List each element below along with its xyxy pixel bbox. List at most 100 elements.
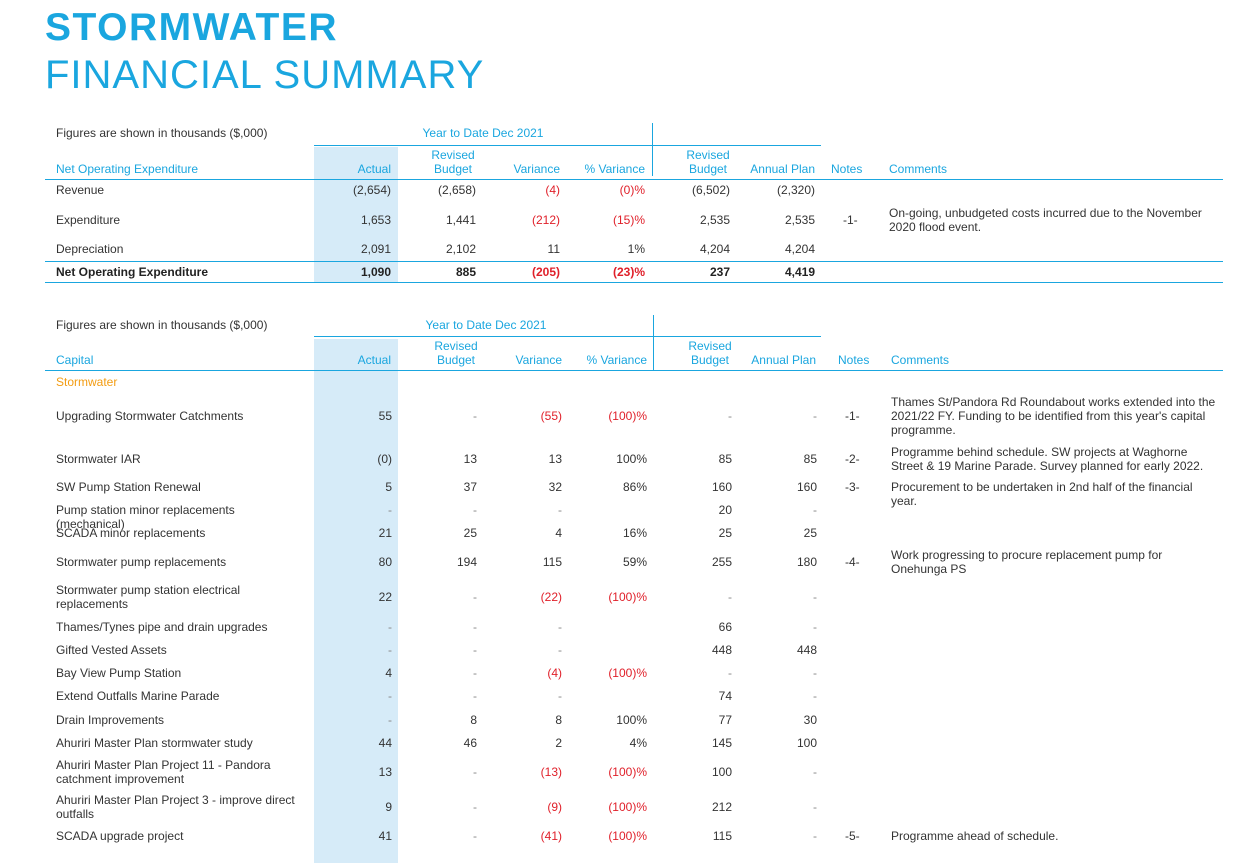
opex-total-variance: (205) <box>531 265 560 279</box>
capital-cell-fy_revised: - <box>728 590 732 604</box>
capital-cell-actual: 55 <box>378 409 392 423</box>
opex-header-pct: % Variance <box>584 162 645 176</box>
capital-cell-rev_budget: - <box>473 829 477 843</box>
capital-cell-variance: (9) <box>547 800 562 814</box>
capital-header-fy-revised-1: Revised <box>688 339 732 353</box>
capital-cell-rev_budget: - <box>473 620 477 634</box>
capital-cell-fy_revised: 160 <box>711 480 732 494</box>
capital-figures-note: Figures are shown in thousands ($,000) <box>56 318 268 332</box>
opex-cell-variance: 11 <box>547 242 560 256</box>
opex-cell-variance: (212) <box>531 213 560 227</box>
capital-header-comments: Comments <box>891 353 950 367</box>
opex-cell-comment: On-going, unbudgeted costs incurred due … <box>889 206 1202 234</box>
capital-cell-annual_plan: - <box>813 409 817 423</box>
capital-divider <box>653 315 654 371</box>
opex-cell-name: Revenue <box>56 183 105 197</box>
capital-cell-annual_plan: 30 <box>803 713 817 727</box>
opex-ytd-rule <box>314 145 821 146</box>
capital-cell-name: SCADA upgrade project <box>56 829 184 843</box>
capital-cell-pct: (100)% <box>608 666 647 680</box>
opex-cell-pct: (15)% <box>612 213 645 227</box>
capital-cell-actual: 41 <box>378 829 392 843</box>
capital-cell-pct: (100)% <box>608 409 647 423</box>
opex-cell-rev_budget: 1,441 <box>445 213 476 227</box>
opex-actual-shade <box>314 147 398 282</box>
capital-cell-annual_plan: - <box>813 590 817 604</box>
capital-cell-variance: 115 <box>542 555 562 569</box>
capital-cell-comment: Work progressing to procure replacement … <box>891 548 1163 576</box>
capital-cell-fy_revised: 448 <box>711 643 732 657</box>
capital-cell-variance: - <box>558 620 562 634</box>
opex-header-fy-revised-2: Budget <box>688 162 728 176</box>
capital-cell-fy_revised: 145 <box>711 736 732 750</box>
opex-cell-annual_plan: 2,535 <box>784 213 815 227</box>
capital-cell-variance: - <box>558 503 562 517</box>
capital-cell-annual_plan: - <box>813 765 817 779</box>
capital-cell-variance: 32 <box>548 480 562 494</box>
opex-figures-note: Figures are shown in thousands ($,000) <box>56 126 268 140</box>
capital-cell-comment: Programme behind schedule. SW projects a… <box>891 445 1204 473</box>
capital-cell-fy_revised: 77 <box>718 713 732 727</box>
opex-cell-pct: (0)% <box>619 183 645 197</box>
capital-cell-name: Ahuriri Master Plan Project 3 - improve … <box>56 793 295 821</box>
capital-cell-pct: (100)% <box>608 590 647 604</box>
capital-cell-actual: - <box>388 503 392 517</box>
opex-cell-rev_budget: 2,102 <box>445 242 476 256</box>
capital-cell-variance: - <box>558 689 562 703</box>
capital-cell-variance: (41) <box>540 829 562 843</box>
capital-cell-rev_budget: - <box>473 765 477 779</box>
capital-cell-note: -2- <box>845 452 860 466</box>
capital-cell-note: -1- <box>845 409 860 423</box>
capital-cell-rev_budget: 37 <box>463 480 477 494</box>
capital-cell-actual: - <box>388 620 392 634</box>
capital-header-revised-1: Revised <box>434 339 478 353</box>
capital-cell-name: Drain Improvements <box>56 713 165 727</box>
capital-cell-fy_revised: 115 <box>712 829 732 843</box>
capital-cell-rev_budget: - <box>473 666 477 680</box>
opex-cell-annual_plan: 4,204 <box>784 242 815 256</box>
capital-cell-variance: 2 <box>555 736 562 750</box>
opex-total-annual-plan: 4,419 <box>784 265 815 279</box>
capital-cell-annual_plan: 180 <box>796 555 817 569</box>
capital-cell-annual_plan: 448 <box>796 643 817 657</box>
capital-cell-annual_plan: - <box>813 503 817 517</box>
capital-cell-note: -5- <box>845 829 860 843</box>
page-subtitle: FINANCIAL SUMMARY <box>45 53 485 97</box>
capital-cell-annual_plan: 85 <box>803 452 817 466</box>
capital-ytd-label: Year to Date Dec 2021 <box>425 318 547 332</box>
capital-cell-note: -4- <box>845 555 860 569</box>
opex-cell-fy_revised: 2,535 <box>699 213 730 227</box>
capital-cell-pct: 16% <box>622 526 647 540</box>
capital-cell-fy_revised: - <box>728 409 732 423</box>
capital-cell-variance: (13) <box>540 765 562 779</box>
opex-ytd-label: Year to Date Dec 2021 <box>422 126 544 140</box>
capital-cell-variance: 8 <box>555 713 562 727</box>
capital-section-label: Stormwater <box>56 375 118 389</box>
capital-cell-name: SW Pump Station Renewal <box>56 480 201 494</box>
capital-cell-name: Gifted Vested Assets <box>56 643 167 657</box>
page-title: STORMWATER <box>45 6 339 49</box>
capital-cell-rev_budget: 46 <box>463 736 477 750</box>
capital-cell-annual_plan: 160 <box>796 480 817 494</box>
capital-cell-variance: 13 <box>548 452 562 466</box>
capital-cell-rev_budget: - <box>473 800 477 814</box>
capital-header-rule <box>45 370 1223 371</box>
opex-header-fy-revised-1: Revised <box>686 148 730 162</box>
capital-cell-variance: (55) <box>540 409 562 423</box>
capital-cell-actual: 4 <box>385 666 392 680</box>
opex-header-actual: Actual <box>357 162 391 176</box>
capital-actual-shade <box>314 339 398 863</box>
capital-cell-variance: 4 <box>555 526 562 540</box>
capital-cell-pct: (100)% <box>608 765 647 779</box>
capital-cell-annual_plan: 100 <box>796 736 817 750</box>
opex-cell-variance: (4) <box>545 183 560 197</box>
opex-header-rule <box>45 179 1223 180</box>
capital-cell-name: Bay View Pump Station <box>56 666 182 680</box>
capital-cell-annual_plan: - <box>813 829 817 843</box>
opex-cell-fy_revised: 4,204 <box>699 242 730 256</box>
capital-cell-name: Stormwater IAR <box>56 452 141 466</box>
capital-cell-fy_revised: 20 <box>718 503 732 517</box>
capital-cell-fy_revised: 212 <box>711 800 732 814</box>
capital-cell-name: Stormwater pump station electrical repla… <box>56 583 241 611</box>
capital-cell-rev_budget: 8 <box>470 713 477 727</box>
